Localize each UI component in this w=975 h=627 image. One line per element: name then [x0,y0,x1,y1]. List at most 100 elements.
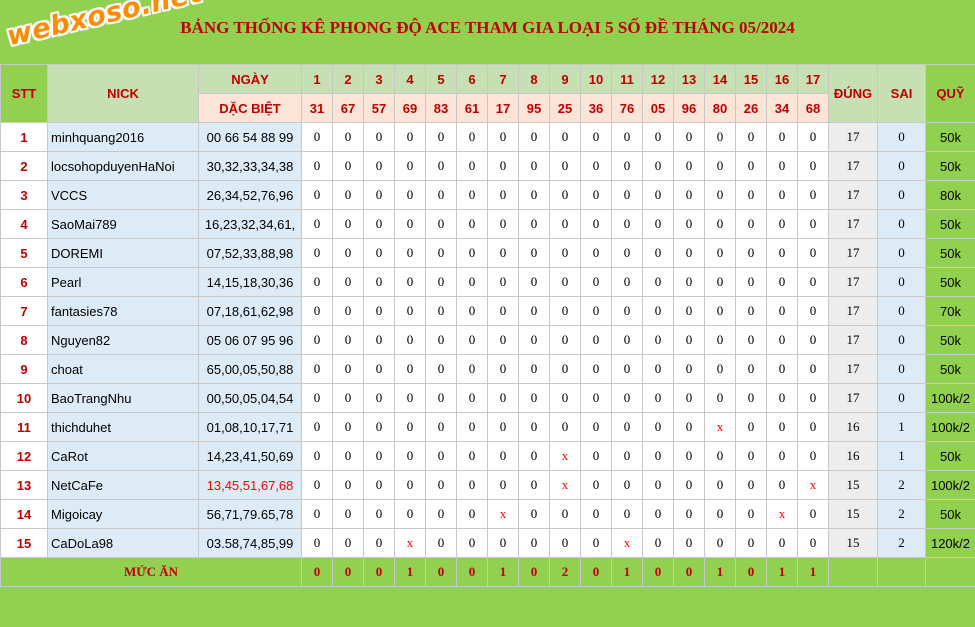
result-cell: 0 [735,470,767,500]
result-cell: 0 [332,354,364,384]
result-cell: 0 [673,354,705,384]
row-sai: 0 [877,180,926,210]
result-cell: 0 [425,151,457,181]
result-cell: 0 [642,296,674,326]
row-numbers: 00 66 54 88 99 [198,122,302,152]
result-cell: 0 [642,412,674,442]
row-nick: Pearl [47,267,199,297]
result-cell: 0 [549,180,581,210]
header-day-12: 12 [642,64,674,94]
result-cell: 0 [797,238,829,268]
row-nick: SaoMai789 [47,209,199,239]
row-quy: 80k [925,180,975,210]
row-quy: 100k/2 [925,383,975,413]
row-sai: 0 [877,238,926,268]
result-cell: 0 [332,267,364,297]
result-cell: x [549,441,581,471]
result-cell: 0 [456,528,488,558]
result-cell: 0 [704,122,736,152]
header-quy: QUỸ [925,64,975,123]
special-number: 83 [425,93,457,123]
result-cell: 0 [642,499,674,529]
result-cell: 0 [580,470,612,500]
special-number: 26 [735,93,767,123]
footer-label: MỨC ĂN [0,557,302,587]
result-cell: 0 [363,267,395,297]
special-number: 96 [673,93,705,123]
result-cell: 0 [611,180,643,210]
result-cell: 0 [766,325,798,355]
row-nick: DOREMI [47,238,199,268]
result-cell: 0 [611,238,643,268]
result-cell: 0 [456,325,488,355]
footer-value: 0 [456,557,488,587]
row-nick: thichduhet [47,412,199,442]
row-stt: 4 [0,209,48,239]
result-cell: 0 [487,441,519,471]
header-day-10: 10 [580,64,612,94]
footer-value: 0 [332,557,364,587]
row-dung: 17 [828,267,878,297]
result-cell: 0 [797,383,829,413]
result-cell: 0 [301,383,333,413]
result-cell: 0 [549,528,581,558]
result-cell: 0 [487,528,519,558]
result-cell: 0 [735,528,767,558]
result-cell: 0 [549,354,581,384]
row-numbers: 05 06 07 95 96 [198,325,302,355]
row-quy: 50k [925,354,975,384]
result-cell: 0 [394,209,426,239]
result-cell: 0 [611,325,643,355]
result-cell: 0 [580,354,612,384]
result-cell: 0 [487,383,519,413]
result-cell: 0 [456,499,488,529]
result-cell: 0 [363,499,395,529]
result-cell: 0 [642,441,674,471]
stats-table: STT NICK NGÀY 1 2 3 4 5 6 7 8 9 10 11 12 13 14 15 16 17 Đ… [0,64,975,587]
footer-value: 1 [611,557,643,587]
result-cell: 0 [518,383,550,413]
row-nick: BaoTrangNhu [47,383,199,413]
result-cell: 0 [425,470,457,500]
result-cell: 0 [394,354,426,384]
row-dung: 15 [828,499,878,529]
result-cell: x [611,528,643,558]
header-day-11: 11 [611,64,643,94]
header-nick: NICK [47,64,199,123]
result-cell: 0 [580,441,612,471]
special-number: 57 [363,93,395,123]
result-cell: 0 [518,209,550,239]
result-cell: 0 [766,122,798,152]
title-bar: BẢNG THỐNG KÊ PHONG ĐỘ ACE THAM GIA LOẠI… [0,0,975,64]
result-cell: 0 [580,412,612,442]
result-cell: 0 [518,499,550,529]
header-day-6: 6 [456,64,488,94]
result-cell: 0 [487,325,519,355]
result-cell: 0 [363,441,395,471]
result-cell: 0 [735,383,767,413]
result-cell: 0 [797,296,829,326]
row-nick: CaRot [47,441,199,471]
row-nick: locsohopduyenHaNoi [47,151,199,181]
result-cell: 0 [456,209,488,239]
footer-empty [925,557,975,587]
result-cell: x [704,412,736,442]
result-cell: 0 [704,296,736,326]
footer-value: 1 [704,557,736,587]
result-cell: 0 [580,528,612,558]
result-cell: 0 [487,354,519,384]
result-cell: 0 [735,499,767,529]
result-cell: 0 [518,412,550,442]
row-dung: 15 [828,528,878,558]
result-cell: 0 [425,325,457,355]
result-cell: 0 [611,383,643,413]
result-cell: 0 [642,209,674,239]
result-cell: 0 [704,441,736,471]
special-number: 25 [549,93,581,123]
result-cell: 0 [642,354,674,384]
footer-value: 0 [673,557,705,587]
row-nick: Nguyen82 [47,325,199,355]
footer-value: 1 [487,557,519,587]
result-cell: 0 [518,122,550,152]
row-quy: 50k [925,267,975,297]
